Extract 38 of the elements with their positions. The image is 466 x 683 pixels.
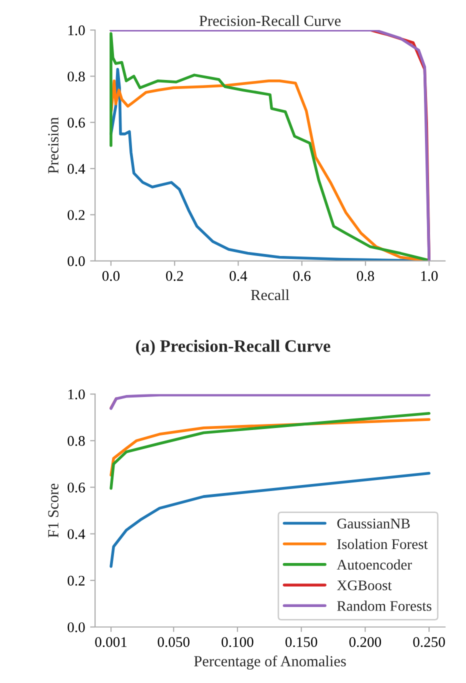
legend-label: Isolation Forest	[337, 538, 428, 550]
y-tick-label: 0.2	[68, 576, 85, 586]
x-tick-label: 0.6	[293, 271, 311, 281]
x-tick-label: 0.0	[102, 271, 120, 281]
y-tick-label: 0.4	[68, 164, 86, 174]
y-axis-title: F1 Score	[48, 484, 58, 538]
line-series	[110, 412, 430, 490]
y-tick-label: 0.8	[68, 436, 85, 446]
line-series	[110, 394, 430, 410]
y-tick-label: 0.0	[68, 256, 85, 266]
y-tick-label: 0.6	[68, 482, 85, 493]
y-tick-label: 1.0	[68, 389, 85, 400]
x-tick-label: 0.150	[285, 637, 318, 648]
y-tick-label: 0.6	[68, 118, 85, 128]
x-axis-title: Percentage of Anomalies	[194, 655, 346, 670]
x-tick-label: 0.050	[158, 637, 190, 648]
y-tick-label: 0.4	[68, 529, 86, 540]
text: (a) Precision-Recall Curve	[136, 340, 330, 356]
x-tick-label: 0.200	[349, 637, 382, 648]
x-tick-label: 0.4	[230, 271, 248, 281]
legend-label: Autoencoder	[336, 559, 412, 570]
x-tick-label: 0.8	[356, 271, 374, 281]
y-tick-label: 1.0	[68, 25, 85, 36]
y-tick-label: 0.0	[68, 622, 85, 632]
legend-label: XGBoost	[337, 580, 392, 590]
y-tick-label: 0.2	[68, 210, 85, 220]
y-axis-title: Precision	[48, 117, 58, 174]
chart-title: Precision-Recall Curve	[199, 15, 341, 26]
x-tick-label: 0.2	[166, 271, 183, 281]
legend-label: Random Forests	[337, 600, 432, 611]
y-tick-label: 0.8	[68, 72, 85, 82]
x-tick-label: 0.250	[413, 637, 445, 648]
legend-label: GaussianNB	[337, 518, 410, 528]
x-axis-title: Recall	[250, 289, 290, 300]
line-series	[110, 472, 430, 568]
x-tick-label: 0.001	[95, 637, 127, 648]
x-tick-label: 0.100	[222, 637, 254, 648]
x-tick-label: 1.0	[421, 271, 438, 281]
